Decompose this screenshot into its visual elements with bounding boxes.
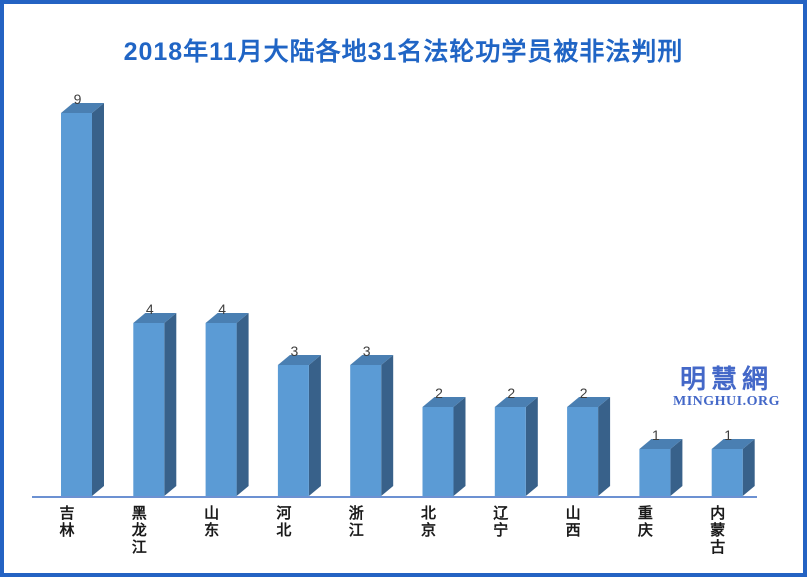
bar-chart-canvas: 9 吉林 4 黑龙江 4 山东 3 河北 3 浙江 2 北京 2 辽宁 2 山西 1 重庆 1 内蒙古 [32,91,757,556]
bar-category-label: 黑龙江 [131,505,147,556]
bar-category-label: 重庆 [638,504,653,539]
bar-value-label: 2 [507,385,515,401]
bar-value-label: 4 [218,301,226,317]
bar-top-face [494,397,538,407]
bar-value-label: 3 [291,343,299,359]
bar-front [567,407,599,496]
bar-value-label: 1 [652,427,660,443]
bar-side-face [381,355,394,496]
minghui-site-text: MINGHUI.ORG [673,394,780,409]
bar-front [422,407,454,496]
bar-category-label: 吉林 [59,504,75,539]
bar-category-label: 山西 [566,505,581,539]
bar-value-label: 2 [435,385,443,401]
bar-front [494,407,526,496]
bar-front [133,323,165,496]
chart-title: 2018年11月大陆各地31名法轮功学员被非法判刑 [123,38,684,66]
bar-top-face [422,397,466,407]
bar-front [639,449,671,496]
bar-value-label: 2 [580,385,588,401]
bar-front [205,323,237,496]
bar-value-label: 3 [363,343,371,359]
bar-side-face [92,103,104,496]
bar-top-face [205,313,249,323]
bar-category-label: 河北 [276,504,291,539]
bar-value-label: 9 [74,91,82,107]
bar-side-face [236,313,249,496]
bar-top-face [567,397,611,407]
bar-side-face [308,355,321,496]
bar-top-face [350,355,394,365]
bar-side-face [670,439,683,496]
bar-top-face [61,103,104,113]
bar-value-label: 1 [724,427,732,443]
bar-front [61,113,92,496]
minghui-watermark: 明慧網 MINGHUI.ORG [659,364,794,410]
bar-front [277,365,309,496]
bar-front [350,365,382,496]
bar-value-label: 4 [146,301,154,317]
bar-side-face [453,397,466,496]
bar-category-label: 辽宁 [493,505,508,539]
bar-front [711,449,743,496]
bar-side-face [598,397,611,496]
bar-category-label: 浙江 [349,504,364,539]
bar-side-face [525,397,538,496]
minghui-logo-text: 明慧網 [679,364,773,394]
bar-category-label: 山东 [204,505,219,539]
bar-side-face [164,313,177,496]
bar-top-face [639,439,683,449]
bar-top-face [133,313,177,323]
bar-top-face [277,355,321,365]
bar-category-label: 内蒙古 [710,504,725,556]
bar-side-face [742,439,755,496]
bar-category-label: 北京 [421,505,436,539]
bar-top-face [711,439,755,449]
